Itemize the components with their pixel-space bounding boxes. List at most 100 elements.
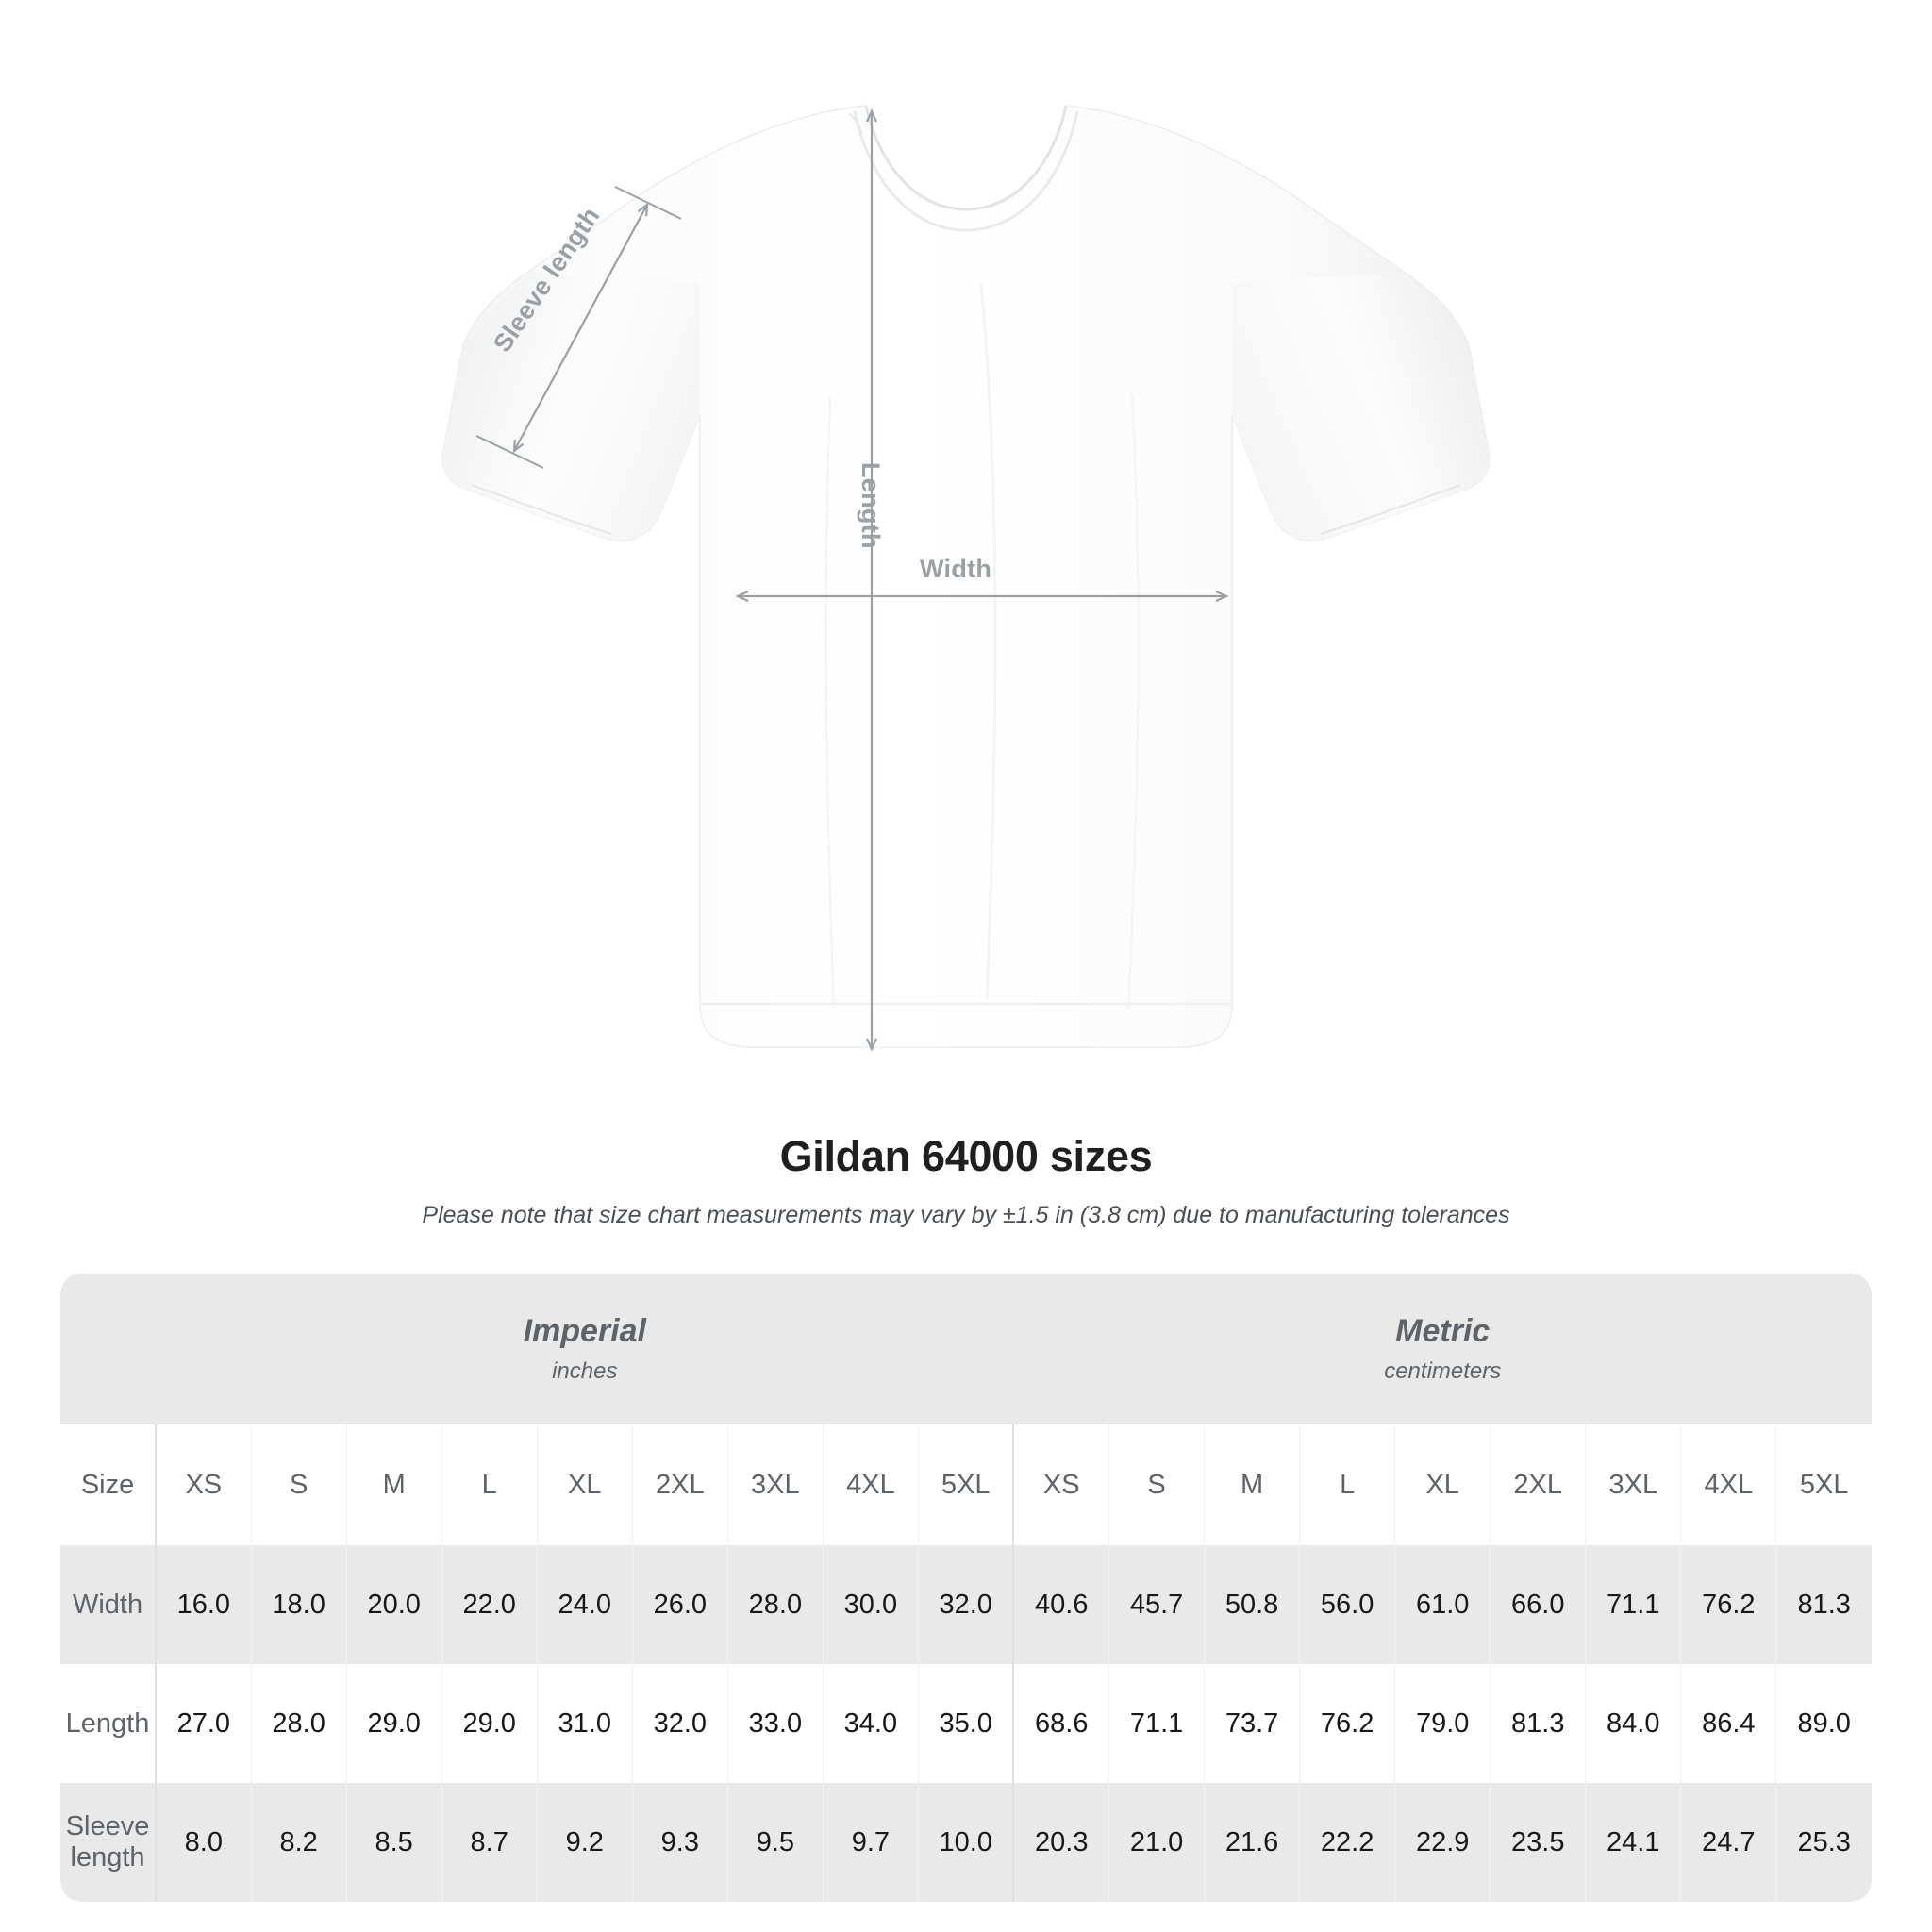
sleeve-metric-3xl: 24.1 <box>1585 1783 1681 1902</box>
sleeve-imperial-xs: 8.0 <box>155 1783 252 1902</box>
size-cell-imperial-m: M <box>345 1424 442 1545</box>
dimension-lines <box>475 108 1229 1052</box>
width-metric-s: 45.7 <box>1108 1545 1205 1664</box>
table-row: Sleeve length 8.0 8.2 8.5 8.7 9.2 9.3 9.… <box>60 1783 1872 1902</box>
width-imperial-xs: 16.0 <box>155 1545 252 1664</box>
sleeve-imperial-5xl: 10.0 <box>917 1783 1014 1902</box>
width-metric-m: 50.8 <box>1204 1545 1300 1664</box>
sleeve-metric-l: 22.2 <box>1299 1783 1395 1902</box>
size-cell-imperial-xs: XS <box>155 1424 252 1545</box>
length-metric-2xl: 81.3 <box>1490 1664 1586 1783</box>
width-imperial-5xl: 32.0 <box>917 1545 1014 1664</box>
width-imperial-m: 20.0 <box>345 1545 442 1664</box>
width-metric-4xl: 76.2 <box>1680 1545 1776 1664</box>
size-cell-metric-l: L <box>1299 1424 1395 1545</box>
unit-header-imperial: Imperial inches <box>156 1274 1014 1424</box>
sleeve-metric-xs: 20.3 <box>1012 1783 1109 1902</box>
tolerance-note: Please note that size chart measurements… <box>422 1202 1510 1228</box>
width-imperial-xl: 24.0 <box>536 1545 633 1664</box>
sleeve-tick-top <box>614 186 682 220</box>
tshirt-diagram-svg <box>441 105 1491 1052</box>
length-metric-s: 71.1 <box>1108 1664 1205 1783</box>
unit-name-metric: Metric <box>1395 1313 1491 1350</box>
sleeve-imperial-4xl: 9.7 <box>822 1783 919 1902</box>
table-row: Width 16.0 18.0 20.0 22.0 24.0 26.0 28.0… <box>60 1545 1872 1664</box>
width-imperial-l: 22.0 <box>441 1545 538 1664</box>
size-cell-imperial-2xl: 2XL <box>631 1424 728 1545</box>
table-row: Length 27.0 28.0 29.0 29.0 31.0 32.0 33.… <box>60 1664 1872 1783</box>
length-imperial-5xl: 35.0 <box>917 1664 1014 1783</box>
size-cell-metric-m: M <box>1204 1424 1300 1545</box>
length-metric-l: 76.2 <box>1299 1664 1395 1783</box>
width-metric-5xl: 81.3 <box>1775 1545 1872 1664</box>
width-metric-l: 56.0 <box>1299 1545 1395 1664</box>
size-cell-metric-xs: XS <box>1012 1424 1109 1545</box>
width-imperial-2xl: 26.0 <box>631 1545 728 1664</box>
size-cell-metric-5xl: 5XL <box>1775 1424 1872 1545</box>
length-imperial-xs: 27.0 <box>155 1664 252 1783</box>
unit-header-metric: Metric centimeters <box>1013 1274 1872 1424</box>
row-label-width: Width <box>60 1545 157 1664</box>
sleeve-imperial-m: 8.5 <box>345 1783 442 1902</box>
length-imperial-3xl: 33.0 <box>726 1664 824 1783</box>
sleeve-metric-s: 21.0 <box>1108 1783 1205 1902</box>
unit-spacer-cell <box>60 1274 157 1424</box>
width-imperial-4xl: 30.0 <box>822 1545 919 1664</box>
size-cell-imperial-3xl: 3XL <box>726 1424 824 1545</box>
size-cell-imperial-5xl: 5XL <box>917 1424 1014 1545</box>
length-label: Length <box>857 462 885 549</box>
unit-sub-imperial: inches <box>552 1357 618 1384</box>
sleeve-metric-2xl: 23.5 <box>1490 1783 1586 1902</box>
size-cell-imperial-l: L <box>441 1424 538 1545</box>
sleeve-imperial-3xl: 9.5 <box>726 1783 824 1902</box>
sleeve-metric-m: 21.6 <box>1204 1783 1300 1902</box>
size-chart-table: Imperial inches Metric centimeters Size … <box>60 1274 1872 1902</box>
length-imperial-m: 29.0 <box>345 1664 442 1783</box>
sleeve-metric-xl: 22.9 <box>1394 1783 1491 1902</box>
sleeve-imperial-2xl: 9.3 <box>631 1783 728 1902</box>
sleeve-tick-bottom <box>475 435 544 469</box>
heading-block: Gildan 64000 sizes Please note that size… <box>0 1132 1932 1229</box>
length-metric-4xl: 86.4 <box>1680 1664 1776 1783</box>
size-cell-metric-2xl: 2XL <box>1490 1424 1586 1545</box>
sleeve-imperial-s: 8.2 <box>250 1783 347 1902</box>
length-metric-xl: 79.0 <box>1394 1664 1491 1783</box>
size-header-row: Size XS S M L XL 2XL 3XL 4XL 5XL XS S M … <box>60 1424 1872 1545</box>
size-cell-metric-s: S <box>1108 1424 1205 1545</box>
width-imperial-s: 18.0 <box>250 1545 347 1664</box>
width-imperial-3xl: 28.0 <box>726 1545 824 1664</box>
unit-sub-metric: centimeters <box>1384 1357 1502 1384</box>
length-imperial-4xl: 34.0 <box>822 1664 919 1783</box>
unit-header-row: Imperial inches Metric centimeters <box>60 1274 1872 1424</box>
row-label-sleeve-length: Sleeve length <box>60 1783 157 1902</box>
sleeve-metric-4xl: 24.7 <box>1680 1783 1776 1902</box>
length-imperial-s: 28.0 <box>250 1664 347 1783</box>
width-metric-xl: 61.0 <box>1394 1545 1491 1664</box>
length-metric-5xl: 89.0 <box>1775 1664 1872 1783</box>
sleeve-metric-5xl: 25.3 <box>1775 1783 1872 1902</box>
size-cell-metric-4xl: 4XL <box>1680 1424 1776 1545</box>
length-metric-m: 73.7 <box>1204 1664 1300 1783</box>
size-cell-imperial-xl: XL <box>536 1424 633 1545</box>
tshirt-illustration: Sleeve length Length Width <box>441 105 1491 1052</box>
row-label-length: Length <box>60 1664 157 1783</box>
length-metric-xs: 68.6 <box>1012 1664 1109 1783</box>
page-title: Gildan 64000 sizes <box>779 1132 1153 1180</box>
length-imperial-2xl: 32.0 <box>631 1664 728 1783</box>
length-imperial-l: 29.0 <box>441 1664 538 1783</box>
width-metric-3xl: 71.1 <box>1585 1545 1681 1664</box>
length-metric-3xl: 84.0 <box>1585 1664 1681 1783</box>
size-header-label: Size <box>60 1424 157 1545</box>
width-label: Width <box>920 555 992 583</box>
width-metric-xs: 40.6 <box>1012 1545 1109 1664</box>
tshirt-shape <box>441 105 1491 1048</box>
unit-name-imperial: Imperial <box>523 1313 646 1350</box>
sleeve-imperial-l: 8.7 <box>441 1783 538 1902</box>
sleeve-imperial-xl: 9.2 <box>536 1783 633 1902</box>
length-imperial-xl: 31.0 <box>536 1664 633 1783</box>
size-cell-imperial-s: S <box>250 1424 347 1545</box>
size-cell-metric-3xl: 3XL <box>1585 1424 1681 1545</box>
size-chart-table-wrapper: Imperial inches Metric centimeters Size … <box>60 1274 1872 1902</box>
size-cell-imperial-4xl: 4XL <box>822 1424 919 1545</box>
width-metric-2xl: 66.0 <box>1490 1545 1586 1664</box>
